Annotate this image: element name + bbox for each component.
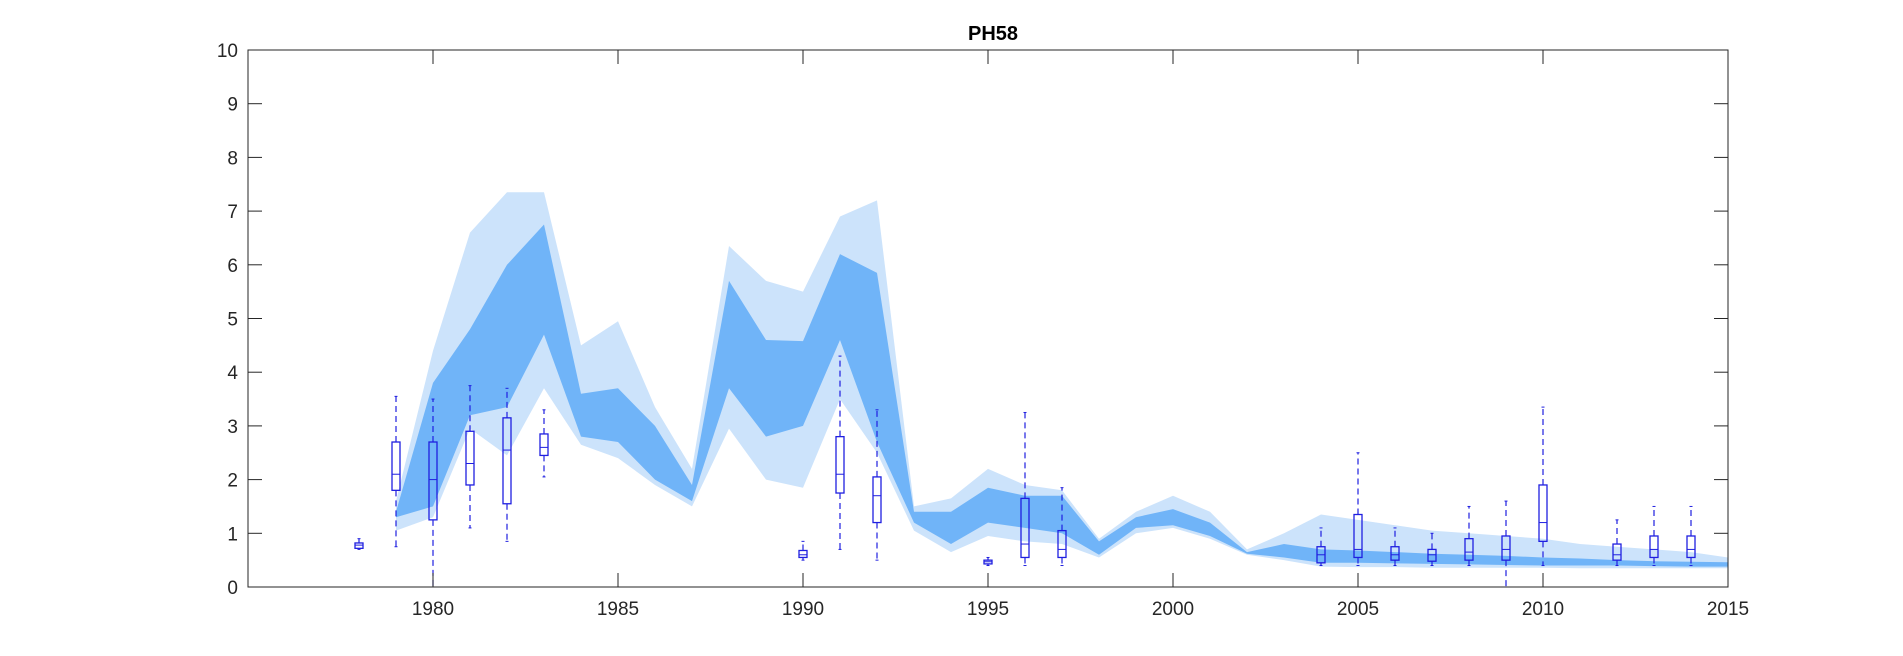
boxplot: [983, 556, 993, 567]
boxplot: [1057, 487, 1067, 567]
boxplot-box: [428, 441, 438, 521]
boxplot-box: [1057, 529, 1067, 559]
boxplot-box: [872, 476, 882, 524]
y-tick-label: 9: [227, 95, 238, 116]
axes: 0 1 2 3 4 5 6 7 8 9 10 1980 1985 1990 1995 2000 2005 2010…: [217, 41, 1749, 620]
y-tick-label: 0: [227, 578, 238, 599]
y-tick-label: 1: [227, 524, 238, 545]
boxplot: [1390, 527, 1400, 567]
y-tick-label: 7: [227, 202, 238, 223]
boxplot: [835, 355, 845, 550]
boxplot-box: [1020, 497, 1030, 559]
x-tick-label: 2015: [1707, 599, 1749, 620]
y-tick-label: 2: [227, 471, 238, 492]
x-tick-label: 1980: [412, 599, 454, 620]
boxplot-box: [391, 441, 401, 491]
boxplot-box: [502, 417, 512, 505]
y-tick-label: 6: [227, 256, 238, 277]
boxplot: [872, 409, 882, 561]
boxplot: [465, 385, 475, 529]
y-tick-label: 10: [217, 41, 238, 62]
band-layer: [396, 192, 1728, 569]
y-tick-label: 3: [227, 417, 238, 438]
inner-band: [396, 224, 1728, 567]
boxplot: [798, 540, 808, 561]
boxplot-box: [1649, 535, 1659, 559]
x-tick-label: 2005: [1337, 599, 1379, 620]
x-tick-label: 2000: [1152, 599, 1194, 620]
boxplot-box: [1612, 543, 1622, 561]
boxplot: [1020, 411, 1030, 567]
boxplot: [1464, 505, 1474, 567]
x-tick-label: 1995: [967, 599, 1009, 620]
boxplot-box: [1353, 513, 1363, 559]
boxplot: [1686, 505, 1696, 567]
x-tick-label: 2010: [1522, 599, 1564, 620]
x-tick-label: 1985: [597, 599, 639, 620]
y-tick-label: 8: [227, 148, 238, 169]
boxplot-box: [1538, 484, 1548, 543]
boxplot-box: [539, 433, 549, 457]
boxplot-box: [465, 430, 475, 486]
boxplot-box: [1390, 546, 1400, 561]
y-tick-label: 5: [227, 310, 238, 331]
boxplot: [391, 395, 401, 548]
boxplot: [1353, 452, 1363, 567]
boxplot-box: [1427, 548, 1437, 562]
boxplot-box: [1501, 535, 1511, 561]
boxplot-box: [1464, 538, 1474, 561]
boxplot-box: [1686, 535, 1696, 559]
boxplot: [502, 387, 512, 542]
boxplot: [1538, 406, 1548, 567]
boxplot: [539, 409, 549, 478]
boxplot-layer: [354, 355, 1696, 588]
boxplot-box: [354, 542, 364, 549]
x-tick-label: 1990: [782, 599, 824, 620]
y-tick-label: 4: [227, 363, 238, 384]
boxplot: [1612, 519, 1622, 567]
boxplot-box: [835, 435, 845, 494]
boxplot: [354, 538, 364, 550]
boxplot: [1649, 505, 1659, 567]
boxplot: [1427, 532, 1437, 567]
boxplot: [1501, 500, 1511, 588]
boxplot: [1316, 527, 1326, 567]
boxplot-box: [798, 549, 808, 559]
chart-title: PH58: [968, 23, 1018, 45]
